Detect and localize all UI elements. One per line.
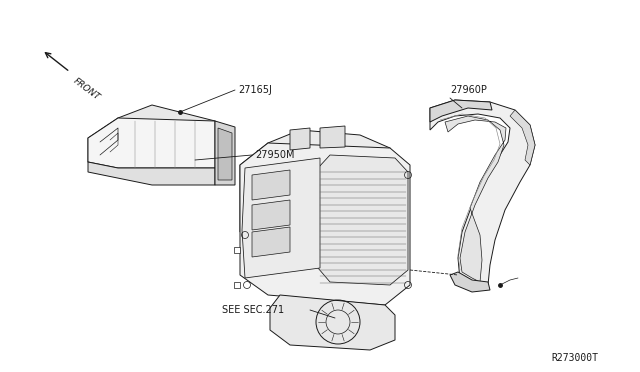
Polygon shape bbox=[430, 100, 492, 122]
Polygon shape bbox=[88, 118, 118, 162]
Polygon shape bbox=[252, 170, 290, 200]
Text: 27950M: 27950M bbox=[255, 150, 294, 160]
Text: R273000T: R273000T bbox=[551, 353, 598, 363]
Polygon shape bbox=[450, 272, 490, 292]
Polygon shape bbox=[88, 162, 215, 185]
Text: 27165J: 27165J bbox=[238, 85, 272, 95]
Polygon shape bbox=[510, 110, 535, 165]
Polygon shape bbox=[268, 130, 390, 170]
Polygon shape bbox=[240, 143, 410, 305]
Polygon shape bbox=[318, 155, 408, 285]
Polygon shape bbox=[445, 116, 506, 282]
Polygon shape bbox=[118, 105, 215, 143]
Polygon shape bbox=[88, 118, 215, 168]
Polygon shape bbox=[290, 128, 310, 150]
Polygon shape bbox=[430, 100, 535, 288]
Text: FRONT: FRONT bbox=[72, 76, 102, 102]
Polygon shape bbox=[270, 295, 395, 350]
Polygon shape bbox=[242, 158, 320, 278]
Polygon shape bbox=[252, 227, 290, 257]
Text: 27960P: 27960P bbox=[450, 85, 487, 95]
Polygon shape bbox=[252, 200, 290, 230]
Polygon shape bbox=[240, 143, 268, 232]
Bar bbox=[234, 247, 240, 253]
Bar bbox=[234, 282, 240, 288]
Polygon shape bbox=[218, 128, 232, 180]
Text: SEE SEC.271: SEE SEC.271 bbox=[222, 305, 284, 315]
Polygon shape bbox=[215, 121, 235, 185]
Polygon shape bbox=[320, 126, 345, 148]
